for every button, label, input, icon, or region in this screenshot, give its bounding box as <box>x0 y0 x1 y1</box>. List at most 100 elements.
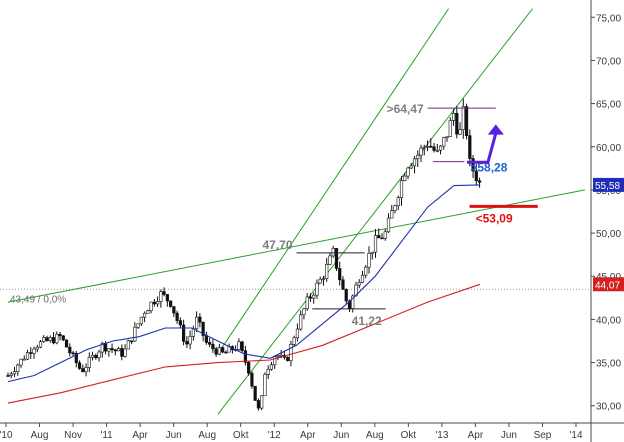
candle-body <box>308 296 313 299</box>
x-tick-label: '12 <box>268 430 281 441</box>
candle-body <box>217 347 221 355</box>
candle-body <box>328 255 332 265</box>
candle-body <box>162 291 166 295</box>
candle-body <box>321 278 326 280</box>
candle-body <box>100 342 104 353</box>
candle-body <box>94 354 98 359</box>
x-tick-label: '10 <box>0 430 13 441</box>
candle-body <box>477 180 482 183</box>
candle-body <box>276 355 280 358</box>
candle-body <box>208 342 212 345</box>
x-tick-label: Jun <box>166 430 182 441</box>
candle-body <box>237 341 241 350</box>
candle-body <box>240 341 244 351</box>
candle-body <box>406 167 410 177</box>
candle-body <box>156 301 160 305</box>
moving-average-line <box>7 184 481 383</box>
candle-body <box>12 371 17 375</box>
candle-body <box>302 308 306 316</box>
candle-body <box>29 352 33 354</box>
candle-body <box>58 333 62 337</box>
candle-body <box>279 354 283 357</box>
candle-body <box>455 113 459 135</box>
candle-body <box>250 372 254 387</box>
candle-body <box>16 364 20 372</box>
candle-body <box>357 282 361 286</box>
candle-body <box>35 346 39 350</box>
candle-body <box>90 354 95 358</box>
x-tick-label: Apr <box>300 430 316 441</box>
candle-body <box>292 337 296 345</box>
x-tick-label: Nov <box>64 430 82 441</box>
candle-body <box>169 300 173 307</box>
candle-body <box>188 336 192 345</box>
candle-body <box>87 357 91 368</box>
candle-body <box>442 137 446 147</box>
x-tick-label: Apr <box>468 430 484 441</box>
candle-body <box>185 341 189 345</box>
candle-body <box>129 340 134 343</box>
candle-body <box>139 316 143 325</box>
candle-body <box>393 205 397 211</box>
level-label: 41,22 <box>352 314 382 328</box>
candle-body <box>474 170 478 181</box>
candle-body <box>429 145 433 148</box>
candle-body <box>260 395 264 409</box>
candle-body <box>214 348 218 355</box>
candle-body <box>38 341 43 348</box>
candle-body <box>373 235 378 253</box>
candle-body <box>305 296 309 310</box>
y-tick-label: 60,00 <box>596 143 621 154</box>
candle-body <box>19 358 23 366</box>
candle-body <box>471 158 475 172</box>
candle-body <box>113 349 117 352</box>
y-tick-label: 50,00 <box>596 229 621 240</box>
y-tick-label: 40,00 <box>596 315 621 326</box>
candle-body <box>9 373 13 376</box>
candle-body <box>390 210 394 219</box>
candle-body <box>435 149 439 152</box>
candle-body <box>419 147 423 156</box>
candle-body <box>458 129 462 135</box>
candle-body <box>55 333 59 344</box>
y-tick-label: 30,00 <box>596 402 621 413</box>
trend-arrow <box>466 132 498 164</box>
candle-body <box>403 175 407 181</box>
candle-body <box>195 316 199 330</box>
candle-body <box>383 231 387 239</box>
candle-body <box>253 385 257 401</box>
candle-body <box>71 352 75 355</box>
candle-body <box>247 362 251 374</box>
candle-body <box>334 248 339 269</box>
candle-body <box>468 135 472 159</box>
candle-body <box>312 294 316 299</box>
candle-body <box>295 328 300 339</box>
candle-body <box>315 282 319 296</box>
candle-body <box>172 306 176 314</box>
candle-body <box>68 346 72 354</box>
candle-body <box>377 235 381 239</box>
x-tick-label: Aug <box>198 430 216 441</box>
y-tick-label: 70,00 <box>596 56 621 67</box>
candle-body <box>103 342 108 352</box>
x-tick-label: Aug <box>366 430 384 441</box>
x-tick-label: Jun <box>333 430 349 441</box>
candle-body <box>120 348 124 357</box>
candle-body <box>370 251 374 254</box>
x-tick-label: '13 <box>435 430 448 441</box>
candle-body <box>48 337 52 341</box>
candle-body <box>432 146 436 151</box>
candle-body <box>448 120 452 137</box>
candle-body <box>61 335 65 341</box>
candle-body <box>51 337 56 344</box>
level-label: <53,09 <box>476 211 513 225</box>
candle-body <box>344 289 348 302</box>
candle-body <box>412 158 417 167</box>
candle-body <box>142 312 147 318</box>
x-tick-label: Jun <box>501 430 517 441</box>
candle-body <box>22 358 26 361</box>
candle-body <box>182 324 186 342</box>
candle-body <box>126 340 130 350</box>
